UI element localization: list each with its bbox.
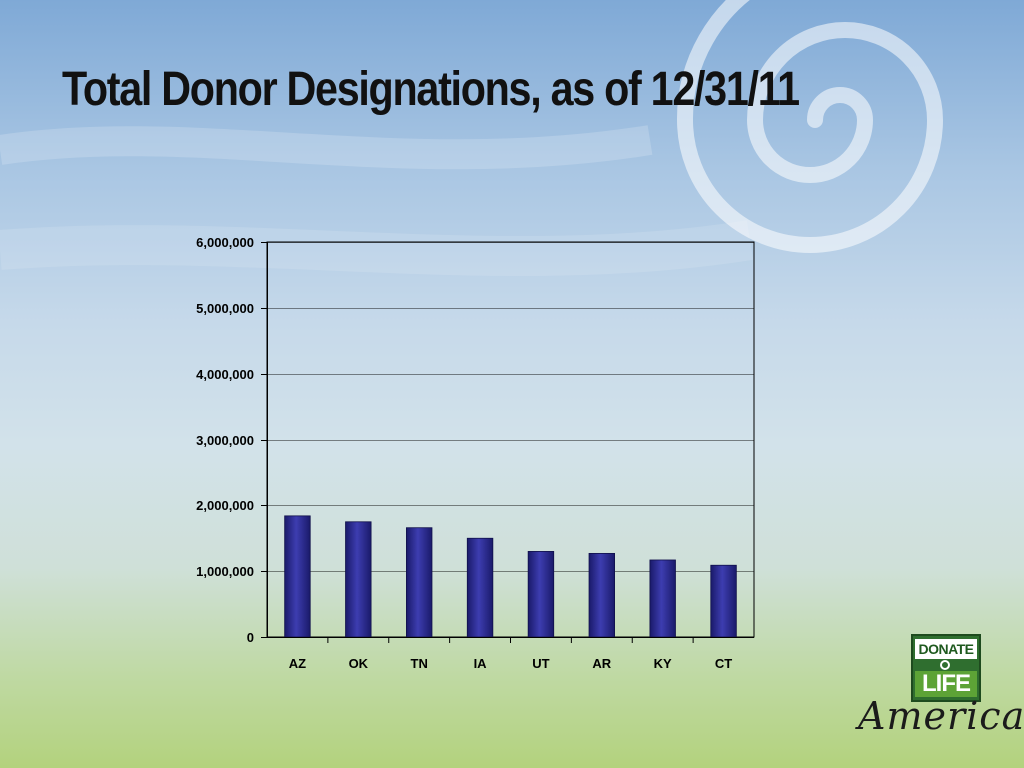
logo-swirl-icon (940, 660, 950, 670)
bar-ky (649, 559, 676, 638)
tick-labels: 0 1,000,000 2,000,000 3,000,000 4,000,000 5,0… (196, 235, 732, 671)
bar-ct (710, 564, 737, 638)
bar-ok (345, 521, 372, 638)
bar-ut (527, 551, 555, 638)
gridlines (266, 241, 755, 638)
x-tick-label: AR (592, 656, 611, 671)
y-tick-label: 0 (247, 630, 254, 645)
x-tick-label: CT (715, 656, 732, 671)
y-tick-label: 2,000,000 (196, 498, 254, 513)
bars (284, 515, 737, 638)
y-tick-label: 3,000,000 (196, 433, 254, 448)
bar-az (284, 515, 311, 638)
x-tick-label: TN (411, 656, 428, 671)
x-tick-label: IA (474, 656, 488, 671)
y-tick-label: 6,000,000 (196, 235, 254, 250)
logo-donate-text: DONATE (915, 639, 977, 659)
donate-life-america-logo: DONATE LIFE America (858, 632, 1024, 742)
bar-ia (466, 537, 494, 638)
plot-frame (266, 241, 755, 638)
x-tick-label: AZ (289, 656, 306, 671)
x-tick-label: KY (654, 656, 672, 671)
logo-america-text: America (858, 694, 1024, 738)
logo-life-text: LIFE (915, 671, 977, 697)
logo-box: DONATE LIFE (911, 634, 981, 702)
y-tick-label: 4,000,000 (196, 367, 254, 382)
bar-tn (406, 527, 433, 638)
x-tick-label: OK (349, 656, 369, 671)
y-tick-label: 1,000,000 (196, 564, 254, 579)
x-tick-label: UT (532, 656, 549, 671)
slide-title: Total Donor Designations, as of 12/31/11 (62, 63, 800, 116)
axes (261, 242, 754, 643)
bar-ar (588, 552, 615, 638)
y-tick-label: 5,000,000 (196, 301, 254, 316)
